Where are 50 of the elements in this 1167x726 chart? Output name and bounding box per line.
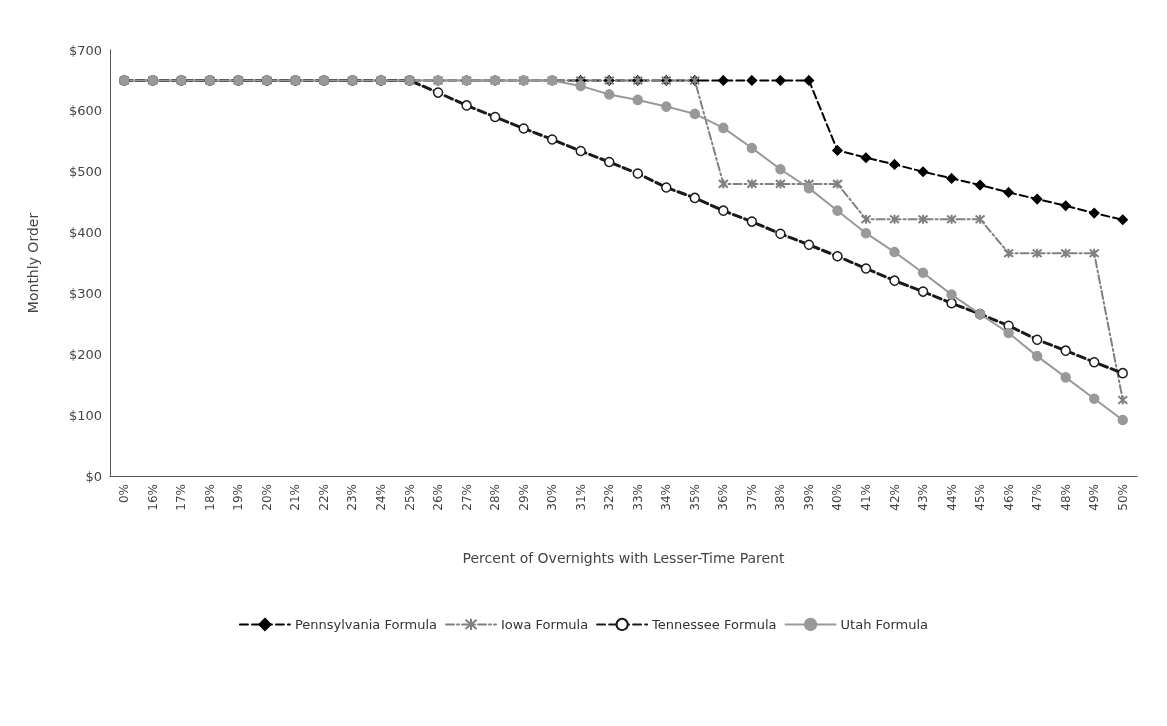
x-tick-label: 32% (602, 484, 617, 511)
x-tick-label: 34% (659, 484, 674, 511)
x-tick-label: 37% (744, 484, 759, 511)
x-tick-label: 50% (1115, 484, 1130, 511)
x-tick-label: 16% (145, 484, 160, 511)
x-tick-label: 28% (488, 484, 503, 511)
x-tick-label: 18% (202, 484, 217, 511)
x-tick-label: 40% (830, 484, 845, 511)
y-tick-label: $700 (68, 42, 102, 58)
x-tick-label: 20% (259, 484, 274, 511)
legend-label: Pennsylvania Formula (294, 616, 438, 632)
x-tick-label: 26% (431, 484, 446, 511)
x-tick-label: 22% (316, 484, 331, 511)
x-tick-label: 39% (801, 484, 816, 511)
x-tick-label: 42% (887, 484, 902, 511)
y-tick-label: $300 (68, 285, 102, 301)
y-axis-title: Monthly Order (25, 212, 41, 314)
x-tick-label: 23% (345, 484, 360, 511)
legend-label: Tennessee Formula (651, 616, 777, 632)
x-tick-label: 0% (117, 484, 132, 504)
legend-label: Iowa Formula (501, 616, 589, 632)
x-tick-label: 35% (687, 484, 702, 511)
x-tick-label: 47% (1030, 484, 1045, 511)
y-tick-label: $400 (68, 225, 102, 241)
x-tick-label: 29% (516, 484, 531, 511)
x-tick-label: 46% (1001, 484, 1016, 511)
x-tick-label: 25% (402, 484, 417, 511)
x-tick-label: 30% (545, 484, 560, 511)
x-tick-label: 44% (944, 484, 959, 511)
x-tick-label: 31% (573, 484, 588, 511)
y-tick-label: $100 (68, 407, 102, 423)
y-tick-label: $200 (68, 346, 102, 362)
x-tick-label: 33% (630, 484, 645, 511)
x-tick-label: 36% (716, 484, 731, 511)
x-tick-label: 19% (231, 484, 246, 511)
x-tick-label: 49% (1087, 484, 1102, 511)
x-tick-label: 21% (288, 484, 303, 511)
x-tick-label: 41% (858, 484, 873, 511)
x-tick-label: 48% (1058, 484, 1073, 511)
x-tick-label: 38% (773, 484, 788, 511)
x-tick-label: 43% (916, 484, 931, 511)
y-tick-label: $600 (68, 103, 102, 119)
x-tick-label: 17% (174, 484, 189, 511)
x-tick-label: 27% (459, 484, 474, 511)
x-axis-title: Percent of Overnights with Lesser-Time Parent (462, 550, 785, 566)
x-tick-label: 45% (973, 484, 988, 511)
legend-label: Utah Formula (840, 616, 929, 632)
x-tick-label: 24% (374, 484, 389, 511)
y-tick-label: $500 (68, 164, 102, 180)
y-tick-label: $0 (85, 468, 102, 484)
